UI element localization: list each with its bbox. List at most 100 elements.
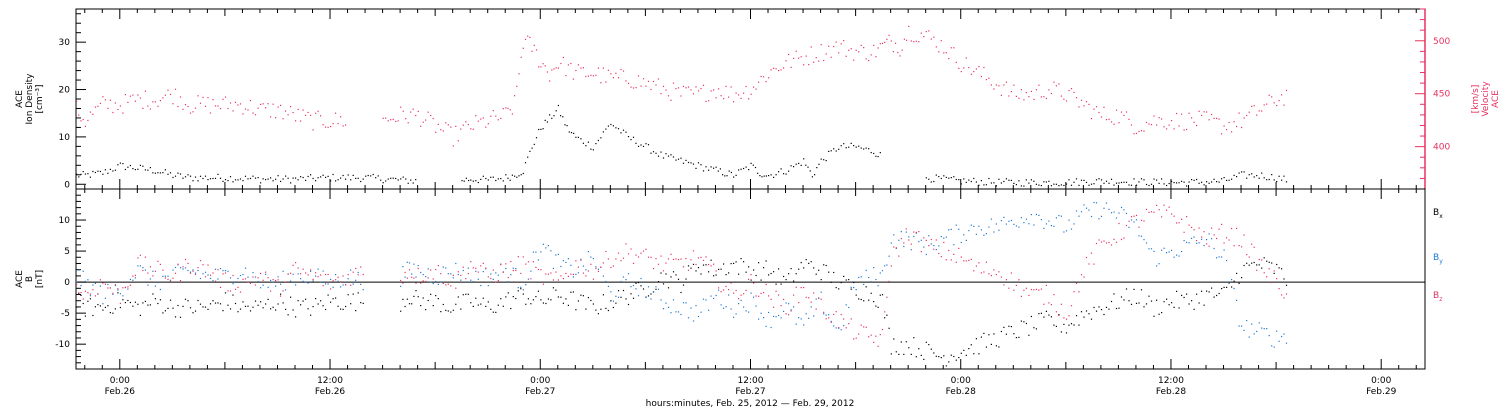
data-point bbox=[1015, 95, 1017, 97]
data-point bbox=[546, 71, 548, 73]
data-point bbox=[529, 150, 531, 152]
data-point bbox=[1128, 300, 1130, 302]
data-point bbox=[890, 353, 892, 355]
data-point bbox=[875, 155, 877, 157]
data-point bbox=[897, 51, 899, 54]
data-point bbox=[174, 272, 177, 274]
data-point bbox=[700, 256, 702, 258]
data-point bbox=[182, 268, 184, 270]
data-point bbox=[745, 310, 747, 312]
data-point bbox=[127, 286, 129, 288]
data-point bbox=[257, 277, 259, 279]
data-point bbox=[219, 177, 222, 179]
data-point bbox=[788, 314, 790, 316]
data-point bbox=[402, 110, 404, 112]
data-point bbox=[87, 119, 89, 122]
data-point bbox=[738, 94, 740, 96]
data-point bbox=[592, 278, 594, 280]
data-point bbox=[114, 284, 116, 287]
data-point bbox=[1191, 117, 1193, 119]
data-point bbox=[988, 334, 990, 336]
data-point bbox=[908, 25, 910, 27]
data-point bbox=[667, 155, 670, 157]
data-point bbox=[570, 291, 572, 293]
data-point bbox=[1233, 245, 1235, 247]
data-point bbox=[546, 121, 548, 123]
data-point bbox=[1100, 116, 1103, 118]
data-point bbox=[615, 127, 617, 129]
data-point bbox=[1100, 215, 1103, 217]
data-point bbox=[795, 286, 797, 288]
data-point bbox=[1105, 119, 1108, 121]
data-point bbox=[993, 333, 995, 335]
data-point bbox=[295, 316, 297, 318]
data-point bbox=[1038, 84, 1040, 86]
data-point bbox=[1208, 182, 1210, 184]
data-point bbox=[1236, 299, 1238, 301]
data-point bbox=[219, 268, 222, 270]
data-point bbox=[965, 239, 967, 241]
data-point bbox=[660, 151, 662, 153]
data-point bbox=[460, 128, 462, 130]
data-point bbox=[580, 67, 582, 69]
data-point bbox=[227, 270, 229, 272]
data-point bbox=[1005, 178, 1007, 180]
data-point bbox=[197, 267, 199, 269]
data-point bbox=[152, 275, 154, 277]
data-point bbox=[640, 144, 642, 146]
data-point bbox=[292, 112, 294, 114]
data-point bbox=[129, 284, 131, 286]
data-point bbox=[1000, 220, 1002, 222]
data-point bbox=[1226, 179, 1228, 181]
data-point bbox=[582, 142, 584, 144]
data-point bbox=[810, 261, 812, 263]
data-point bbox=[1161, 178, 1163, 180]
data-point bbox=[1088, 184, 1090, 186]
data-point bbox=[482, 297, 484, 299]
data-point bbox=[617, 296, 620, 298]
data-point bbox=[592, 258, 594, 260]
data-point bbox=[532, 299, 534, 301]
data-point bbox=[322, 270, 324, 272]
data-point bbox=[890, 242, 892, 244]
data-point bbox=[197, 269, 199, 272]
data-point bbox=[117, 108, 119, 111]
data-point bbox=[690, 89, 692, 91]
data-point bbox=[179, 316, 182, 318]
data-point bbox=[877, 156, 879, 158]
data-point bbox=[1075, 97, 1078, 99]
data-point bbox=[1163, 204, 1165, 206]
data-point bbox=[1058, 83, 1060, 85]
data-point bbox=[84, 290, 86, 292]
data-point bbox=[417, 110, 419, 112]
data-point bbox=[470, 261, 472, 263]
data-point bbox=[1128, 184, 1130, 186]
data-point bbox=[305, 298, 307, 300]
data-point bbox=[1213, 178, 1215, 180]
data-point bbox=[938, 356, 940, 358]
data-point bbox=[850, 286, 852, 289]
data-point bbox=[330, 288, 332, 290]
data-point bbox=[280, 295, 282, 297]
data-point bbox=[442, 282, 444, 284]
data-point bbox=[612, 265, 614, 267]
data-point bbox=[112, 293, 114, 295]
data-point bbox=[1226, 286, 1228, 288]
data-point bbox=[134, 301, 136, 303]
data-point bbox=[928, 178, 930, 180]
data-point bbox=[958, 247, 960, 249]
data-point bbox=[1070, 88, 1073, 90]
data-point bbox=[1268, 178, 1270, 181]
data-point bbox=[1281, 94, 1283, 96]
data-point bbox=[728, 272, 730, 274]
data-point bbox=[124, 94, 126, 96]
data-point bbox=[988, 177, 990, 180]
data-point bbox=[1238, 325, 1240, 327]
data-point bbox=[1130, 124, 1133, 126]
data-point bbox=[943, 355, 945, 357]
data-point bbox=[575, 136, 577, 138]
data-point bbox=[795, 273, 797, 275]
data-point bbox=[1261, 327, 1263, 329]
data-point bbox=[260, 103, 262, 105]
data-point bbox=[853, 338, 855, 340]
